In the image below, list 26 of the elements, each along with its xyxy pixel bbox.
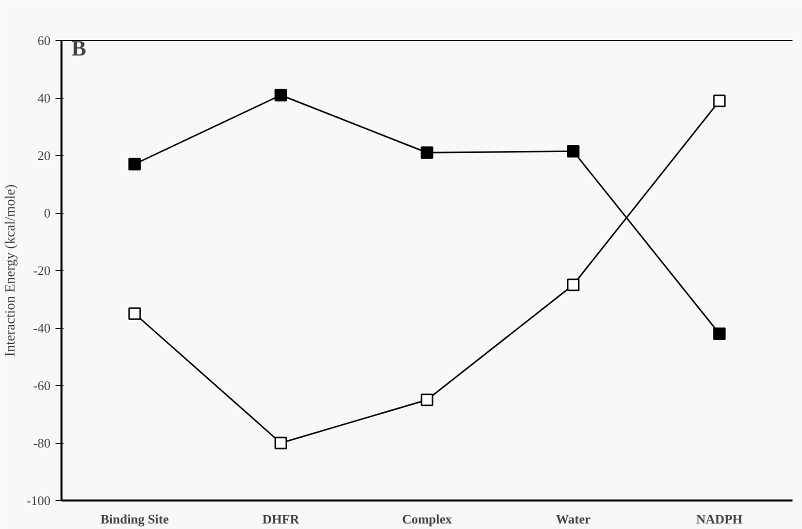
point xyxy=(128,307,141,320)
point xyxy=(420,146,434,159)
y-tick-label: 60 xyxy=(38,33,50,48)
point xyxy=(566,144,580,158)
point xyxy=(128,158,141,170)
point xyxy=(274,436,288,450)
x-tick-label: NADPH xyxy=(696,512,743,526)
point xyxy=(274,88,288,102)
y-tick-label: -20 xyxy=(33,263,51,278)
point xyxy=(713,94,726,108)
y-tick-label: 20 xyxy=(38,148,50,163)
x-tick-label: DHFR xyxy=(262,512,300,526)
y-tick-label: -100 xyxy=(26,493,51,508)
y-tick-label: -80 xyxy=(33,436,51,450)
x-tick-label: Complex xyxy=(402,512,452,526)
point xyxy=(420,394,434,406)
point xyxy=(566,278,580,292)
x-tick-label: Binding Site xyxy=(100,512,169,526)
y-tick-label: -40 xyxy=(33,320,51,336)
y-axis-title: Interaction Energy (kcal/mole) xyxy=(4,184,19,357)
y-tick-label: -60 xyxy=(33,378,51,393)
annotation: B xyxy=(72,36,86,60)
point xyxy=(713,328,726,340)
x-tick-label: Water xyxy=(556,512,591,526)
y-tick-label: 40 xyxy=(38,90,50,106)
y-tick-label: 0 xyxy=(44,206,50,220)
